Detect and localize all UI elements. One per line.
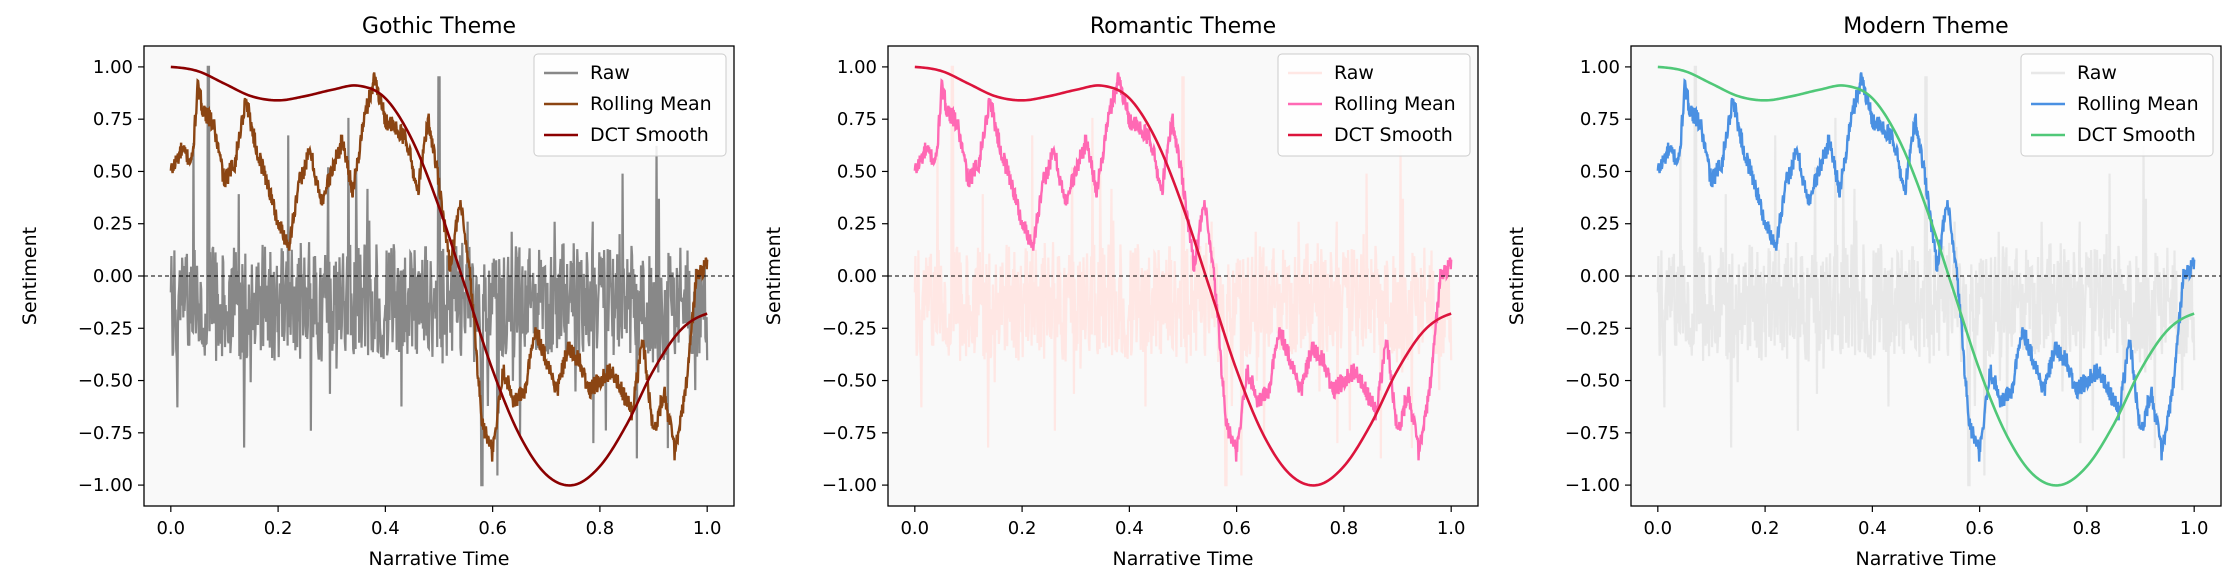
chart-title: Romantic Theme: [1090, 14, 1276, 39]
legend-box: [1277, 53, 1471, 157]
y-tick-label: 1.00: [1580, 57, 1620, 78]
series-raw: [169, 65, 709, 487]
x-tick-label: 1.0: [693, 518, 722, 539]
plot-series: [169, 65, 709, 487]
series-raw: [1656, 65, 2196, 487]
y-tick-label: 0.75: [93, 109, 133, 130]
x-axis-label: Narrative Time: [1113, 548, 1254, 570]
series-rolling-mean: [169, 72, 709, 462]
legend-label: Raw: [590, 62, 630, 84]
legend-label: DCT Smooth: [2077, 124, 2196, 146]
x-tick-label: 0.8: [2073, 518, 2102, 539]
x-tick-label: 0.4: [371, 518, 400, 539]
y-tick-label: −0.25: [1565, 318, 1620, 339]
x-axis-label: Narrative Time: [369, 548, 510, 570]
x-tick-label: 0.8: [1330, 518, 1359, 539]
chart-title: Gothic Theme: [362, 14, 516, 39]
x-tick-label: 0.4: [1115, 518, 1144, 539]
x-tick-label: 0.8: [586, 518, 615, 539]
legend-label: Raw: [1334, 62, 1374, 84]
legend: Raw Rolling Mean DCT Smooth: [2020, 53, 2214, 157]
y-tick-label: 0.00: [1580, 266, 1620, 287]
x-tick-label: 0.6: [1965, 518, 1994, 539]
y-tick-label: 0.25: [837, 214, 877, 235]
x-tick-label: 0.0: [156, 518, 185, 539]
legend-box: [2020, 53, 2214, 157]
y-axis-label: Sentiment: [763, 227, 785, 325]
y-tick-label: −1.00: [78, 475, 133, 496]
series-dct-smooth: [914, 65, 1452, 487]
y-tick-label: −0.25: [822, 318, 877, 339]
x-tick-label: 0.2: [1751, 518, 1780, 539]
x-tick-label: 0.6: [1222, 518, 1251, 539]
y-tick-label: 0.75: [1580, 109, 1620, 130]
x-tick-label: 0.0: [1643, 518, 1672, 539]
x-tick-label: 0.0: [900, 518, 929, 539]
y-axis-label: Sentiment: [1506, 227, 1528, 325]
y-axis-label: Sentiment: [19, 227, 41, 325]
legend-label: DCT Smooth: [1334, 124, 1453, 146]
series-rolling-mean: [1656, 72, 2196, 462]
y-tick-label: −0.50: [78, 371, 133, 392]
series-dct-smooth: [1657, 65, 2195, 487]
y-tick-label: −1.00: [822, 475, 877, 496]
x-axis-label: Narrative Time: [1856, 548, 1997, 570]
legend-label: Rolling Mean: [590, 93, 712, 115]
legend: Raw Rolling Mean DCT Smooth: [533, 53, 727, 157]
legend-label: Rolling Mean: [1334, 93, 1456, 115]
y-tick-label: 0.50: [93, 161, 133, 182]
y-tick-label: −0.75: [822, 423, 877, 444]
y-tick-label: 0.00: [837, 266, 877, 287]
y-tick-label: 0.50: [1580, 161, 1620, 182]
y-tick-label: −0.75: [1565, 423, 1620, 444]
legend-box: [533, 53, 727, 157]
series-raw: [913, 65, 1453, 487]
x-tick-label: 0.2: [1008, 518, 1037, 539]
y-tick-label: 0.00: [93, 266, 133, 287]
y-tick-label: 1.00: [837, 57, 877, 78]
series-dct-smooth: [170, 65, 708, 487]
y-tick-label: −0.25: [78, 318, 133, 339]
legend-label: Raw: [2077, 62, 2117, 84]
y-tick-label: 0.50: [837, 161, 877, 182]
legend: Raw Rolling Mean DCT Smooth: [1277, 53, 1471, 157]
legend-label: DCT Smooth: [590, 124, 709, 146]
x-tick-label: 1.0: [1437, 518, 1466, 539]
series-rolling-mean: [913, 72, 1453, 462]
panel-3: 0.0 0.2 0.4 0.6 0.8 1.0 −1.00 −0.75 −0.50 −0.25 0.…: [1506, 14, 2222, 570]
y-tick-label: −0.50: [822, 371, 877, 392]
x-tick-label: 0.4: [1858, 518, 1887, 539]
y-tick-label: 0.75: [837, 109, 877, 130]
legend-label: Rolling Mean: [2077, 93, 2199, 115]
x-tick-label: 0.2: [264, 518, 293, 539]
y-tick-label: −1.00: [1565, 475, 1620, 496]
x-tick-label: 0.6: [478, 518, 507, 539]
y-tick-label: 1.00: [93, 57, 133, 78]
panel-2: 0.0 0.2 0.4 0.6 0.8 1.0 −1.00 −0.75 −0.50 −0.25 0.…: [763, 14, 1479, 570]
y-tick-label: −0.75: [78, 423, 133, 444]
plot-series: [913, 65, 1453, 487]
x-tick-label: 1.0: [2180, 518, 2209, 539]
y-tick-label: 0.25: [1580, 214, 1620, 235]
y-tick-label: −0.50: [1565, 371, 1620, 392]
panel-1: 0.0 0.2 0.4 0.6 0.8 1.0 −1.00 −0.75 −0.50 −0.25 0.…: [19, 14, 735, 570]
plot-series: [1656, 65, 2196, 487]
chart-title: Modern Theme: [1843, 14, 2008, 39]
y-tick-label: 0.25: [93, 214, 133, 235]
